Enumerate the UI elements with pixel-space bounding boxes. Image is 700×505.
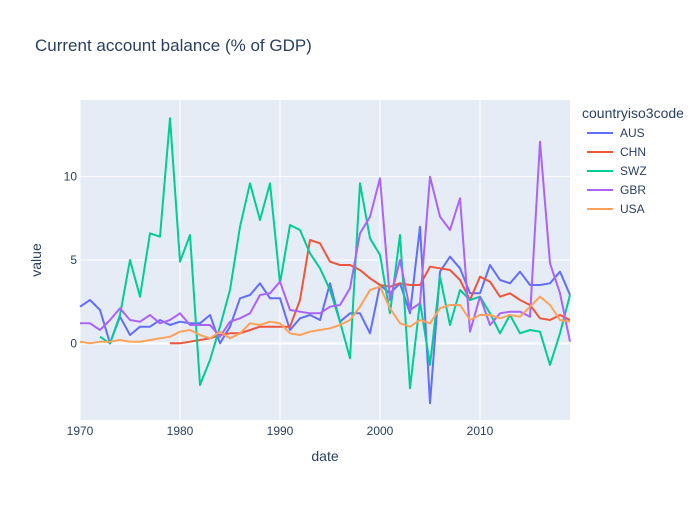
y-tick-label: 0 — [70, 336, 77, 350]
series-line-chn — [170, 239, 571, 345]
series-line-usa — [79, 285, 571, 345]
series-lines — [79, 117, 571, 405]
chart-title: Current account balance (% of GDP) — [35, 36, 312, 55]
legend: countryiso3code AUS CHN SWZ GBR USA — [582, 105, 684, 216]
x-tick-label: 1990 — [267, 424, 294, 438]
y-axis-ticks: 0 5 10 — [64, 170, 78, 351]
y-tick-label: 5 — [70, 253, 77, 267]
series-line-gbr — [80, 140, 571, 342]
grid-lines — [79, 100, 570, 420]
legend-label-usa: USA — [620, 202, 645, 216]
x-axis-ticks: 1970 1980 1990 2000 2010 — [67, 424, 494, 438]
legend-label-swz: SWZ — [620, 164, 647, 178]
series-line-aus — [79, 225, 571, 405]
x-tick-label: 1980 — [167, 424, 194, 438]
legend-label-chn: CHN — [620, 145, 646, 159]
x-tick-label: 2000 — [367, 424, 394, 438]
legend-label-gbr: GBR — [620, 183, 646, 197]
x-tick-label: 1970 — [67, 424, 94, 438]
x-tick-label: 2010 — [467, 424, 494, 438]
y-tick-label: 10 — [64, 170, 78, 184]
legend-title: countryiso3code — [582, 105, 684, 121]
legend-label-aus: AUS — [620, 126, 645, 140]
legend-items: AUS CHN SWZ GBR USA — [587, 126, 647, 216]
x-axis-label: date — [311, 448, 338, 464]
y-axis-label: value — [28, 243, 44, 277]
